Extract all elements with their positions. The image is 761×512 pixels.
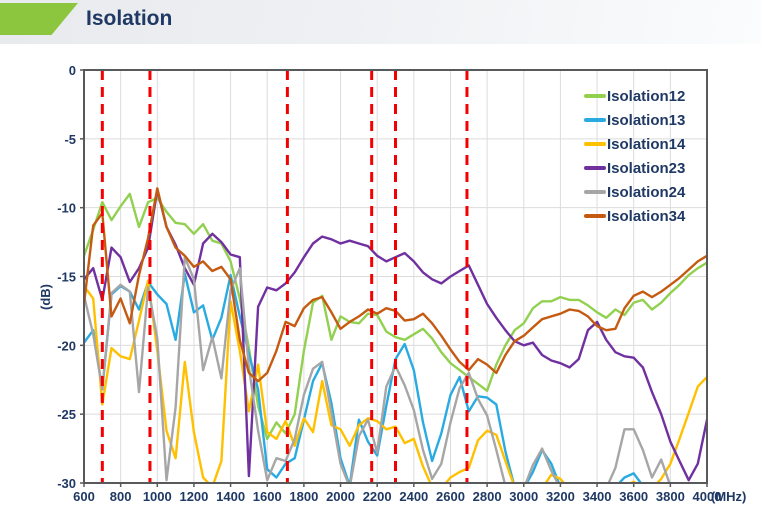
x-tick-label-2600: 2600	[436, 489, 465, 504]
band-marker-lines	[100, 70, 469, 483]
legend-item-Isolation13: Isolation13	[584, 108, 685, 132]
x-tick-label-2400: 2400	[399, 489, 428, 504]
y-tick-label--25: -25	[57, 407, 76, 422]
x-axis-unit-label: (MHz)	[711, 489, 746, 504]
legend-label-Isolation12: Isolation12	[607, 87, 686, 105]
series-line-Isolation14	[84, 279, 707, 483]
x-tick-label-3800: 3800	[656, 489, 685, 504]
x-tick-label-1400: 1400	[216, 489, 245, 504]
x-tick-label-3000: 3000	[509, 489, 538, 504]
legend-label-Isolation23: Isolation23	[607, 159, 686, 177]
x-tick-label-600: 600	[73, 489, 95, 504]
legend-swatch-Isolation13	[584, 118, 606, 122]
x-tick-label-2000: 2000	[326, 489, 355, 504]
legend-label-Isolation14: Isolation14	[607, 135, 686, 153]
x-tick-label-1800: 1800	[289, 489, 318, 504]
y-tick-label--10: -10	[57, 201, 76, 216]
y-tick-label-0: 0	[69, 63, 76, 78]
x-tick-label-3400: 3400	[583, 489, 612, 504]
series-line-Isolation12	[84, 192, 707, 441]
legend-item-Isolation34: Isolation34	[584, 204, 685, 228]
legend-label-Isolation24: Isolation24	[607, 183, 686, 201]
x-tick-label-1600: 1600	[253, 489, 282, 504]
x-tick-label-1200: 1200	[179, 489, 208, 504]
page-title: Isolation	[86, 7, 173, 30]
x-tick-label-2200: 2200	[363, 489, 392, 504]
legend-swatch-Isolation23	[584, 166, 606, 170]
axis-ticks	[80, 69, 708, 487]
x-tick-label-1000: 1000	[143, 489, 172, 504]
y-tick-label--20: -20	[57, 338, 76, 353]
y-axis-unit-label: (dB)	[38, 284, 53, 310]
legend-item-Isolation24: Isolation24	[584, 180, 685, 204]
legend-label-Isolation13: Isolation13	[607, 111, 686, 129]
x-tick-label-3200: 3200	[546, 489, 575, 504]
legend-swatch-Isolation24	[584, 190, 606, 194]
x-tick-label-2800: 2800	[473, 489, 502, 504]
y-tick-label--30: -30	[57, 476, 76, 491]
legend-item-Isolation23: Isolation23	[584, 156, 685, 180]
x-tick-label-3600: 3600	[619, 489, 648, 504]
header-accent-shape	[0, 3, 78, 35]
x-tick-label-800: 800	[110, 489, 132, 504]
chart-legend: Isolation12 Isolation13 Isolation14 Isolati…	[584, 84, 685, 228]
y-tick-label--15: -15	[57, 270, 76, 285]
axis-labels: 600 800 1000 1200 1400 1600 1800 2000 2200 2400 26…	[57, 63, 721, 504]
legend-label-Isolation34: Isolation34	[607, 207, 686, 225]
x-tick-label-4000: 4000	[693, 489, 722, 504]
legend-swatch-Isolation34	[584, 214, 606, 218]
y-tick-label--5: -5	[64, 132, 76, 147]
header-band: Isolation	[0, 0, 761, 44]
legend-swatch-Isolation12	[584, 94, 606, 98]
legend-item-Isolation14: Isolation14	[584, 132, 685, 156]
legend-swatch-Isolation14	[584, 142, 606, 146]
legend-item-Isolation12: Isolation12	[584, 84, 685, 108]
